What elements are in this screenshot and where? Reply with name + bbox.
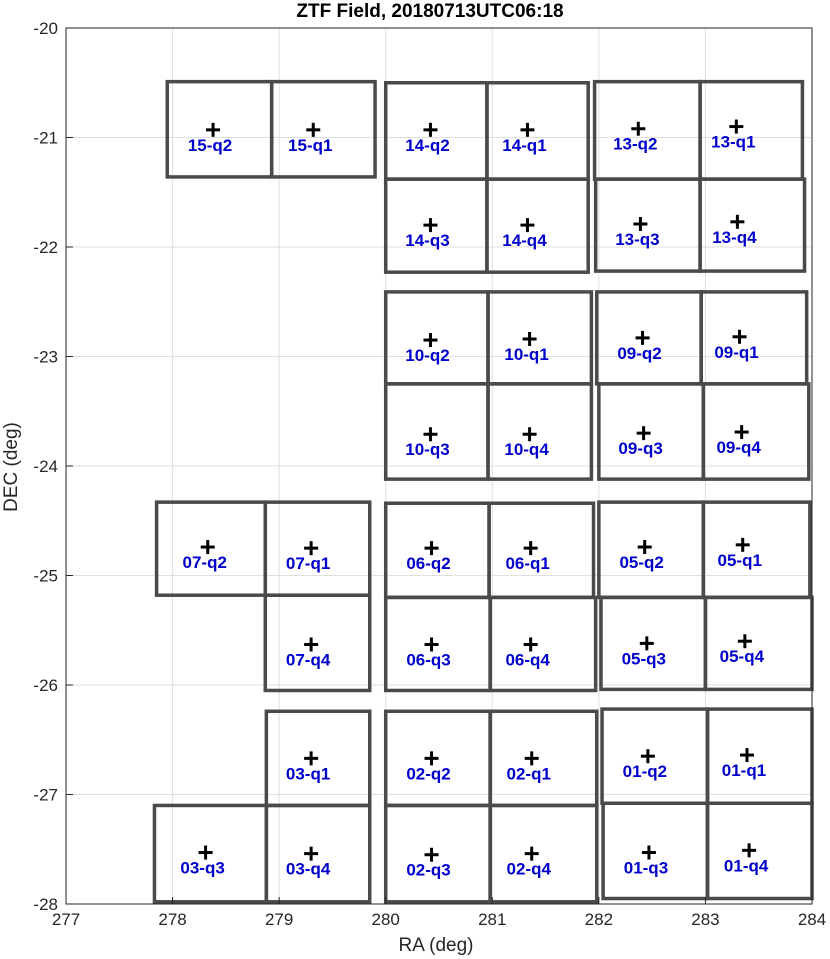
quadrant-label: 01-q3: [624, 859, 668, 878]
quadrant-label: 09-q3: [618, 439, 662, 458]
y-tick-label: -24: [33, 457, 58, 476]
y-axis-label: DEC (deg): [1, 422, 22, 512]
quadrant-label: 05-q2: [619, 553, 663, 572]
quadrant-label: 03-q4: [286, 860, 331, 879]
quadrant-label: 13-q1: [711, 133, 755, 152]
quadrant-label: 10-q2: [405, 346, 449, 365]
quadrant-label: 03-q3: [180, 859, 224, 878]
quadrant-label: 06-q3: [406, 650, 450, 669]
quadrant-box: [486, 382, 594, 481]
y-tick-label: -25: [33, 567, 58, 586]
y-tick-label: -27: [33, 786, 58, 805]
quadrant-label: 05-q1: [718, 551, 762, 570]
quadrant-label: 07-q1: [286, 554, 330, 573]
quadrant-label: 06-q1: [505, 554, 549, 573]
quadrant-label: 13-q3: [615, 230, 659, 249]
x-tick-label: 281: [478, 910, 506, 929]
x-tick-label: 283: [691, 910, 719, 929]
quadrant-label: 10-q4: [504, 440, 549, 459]
chart-title: ZTF Field, 20180713UTC06:18: [296, 1, 563, 22]
quadrant-box: [269, 79, 377, 179]
quadrant-box: [488, 803, 599, 904]
quadrant-label: 09-q1: [714, 343, 758, 362]
quadrant-label: 02-q2: [406, 764, 450, 783]
y-tick-label: -23: [33, 348, 58, 367]
quadrant-label: 10-q1: [504, 345, 548, 364]
quadrant-box: [488, 595, 598, 693]
x-tick-label: 277: [52, 910, 80, 929]
quadrant-label: 03-q1: [286, 764, 330, 783]
y-tick-label: -28: [33, 895, 58, 914]
y-tick-label: -22: [33, 238, 58, 257]
quadrant-label: 02-q3: [406, 861, 450, 880]
quadrant-box: [263, 593, 372, 693]
quadrant-box: [698, 177, 807, 273]
center-markers: [198, 119, 757, 862]
x-tick-label: 278: [158, 910, 186, 929]
quadrant-label: 13-q2: [613, 135, 657, 154]
quadrant-label: 05-q4: [720, 647, 765, 666]
quadrant-boxes: [152, 79, 814, 904]
quadrant-label: 15-q2: [188, 136, 232, 155]
quadrant-label: 07-q4: [286, 650, 331, 669]
y-tick-label: -20: [33, 19, 58, 38]
quadrant-label: 02-q4: [507, 860, 552, 879]
quadrant-label: 02-q1: [507, 764, 551, 783]
quadrant-label: 01-q2: [623, 762, 667, 781]
quadrant-label: 09-q2: [617, 344, 661, 363]
quadrant-labels: 15-q2 15-q1 14-q2 14-q1 13-q2 13-q1 14-q3 14-q4…: [180, 133, 768, 880]
x-tick-label: 279: [265, 910, 293, 929]
quadrant-label: 01-q4: [724, 856, 769, 875]
quadrant-box: [264, 803, 372, 904]
x-axis-label: RA (deg): [399, 935, 474, 956]
quadrant-label: 01-q1: [722, 761, 766, 780]
tick-labels: 277 278 279 280 281 282 283 284 -20 -21 -22 -23 -24 -…: [33, 19, 826, 929]
y-tick-label: -26: [33, 676, 58, 695]
x-tick-label: 282: [585, 910, 613, 929]
quadrant-label: 06-q4: [505, 650, 550, 669]
quadrant-label: 14-q1: [502, 136, 546, 155]
quadrant-label: 06-q2: [406, 554, 450, 573]
y-tick-label: -21: [33, 129, 58, 148]
x-tick-label: 284: [798, 910, 826, 929]
quadrant-box: [485, 177, 590, 274]
quadrant-label: 10-q3: [405, 440, 449, 459]
quadrant-label: 07-q2: [183, 553, 227, 572]
quadrant-label: 14-q3: [405, 231, 449, 250]
quadrant-label: 09-q4: [716, 438, 761, 457]
quadrant-label: 14-q2: [405, 136, 449, 155]
quadrant-label: 15-q1: [288, 136, 332, 155]
x-tick-label: 280: [372, 910, 400, 929]
quadrant-label: 13-q4: [712, 228, 757, 247]
quadrant-box: [701, 382, 811, 481]
quadrant-label: 05-q3: [622, 649, 666, 668]
quadrant-label: 14-q4: [502, 231, 547, 250]
